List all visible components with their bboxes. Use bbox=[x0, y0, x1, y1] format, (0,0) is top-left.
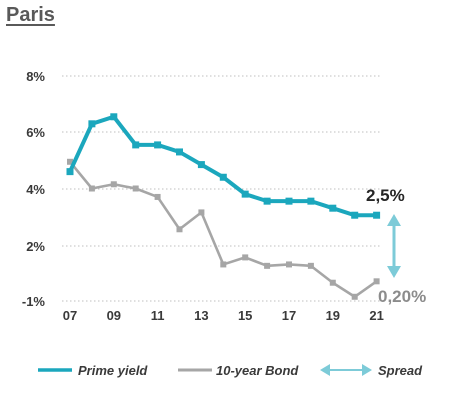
prime-yield-point bbox=[285, 197, 293, 205]
y-tick-label: 2% bbox=[26, 239, 45, 254]
bond-point bbox=[351, 293, 358, 300]
bond-point bbox=[110, 181, 117, 188]
bond-point bbox=[286, 261, 292, 268]
prime-yield-point bbox=[132, 141, 140, 149]
x-tick-label: 17 bbox=[282, 308, 296, 323]
spread-top-label: 2,5% bbox=[366, 186, 405, 205]
spread-annotation: 2,5% 0,20% bbox=[366, 186, 426, 306]
x-axis-ticks: 07 09 11 13 15 17 19 21 bbox=[63, 308, 384, 323]
bond-point bbox=[242, 254, 249, 261]
bond-point bbox=[220, 261, 227, 268]
bond-point bbox=[373, 278, 380, 285]
prime-yield-point bbox=[373, 211, 381, 219]
prime-yield-point bbox=[263, 197, 271, 205]
y-tick-label: 8% bbox=[26, 69, 45, 84]
bond-point bbox=[198, 209, 205, 216]
prime-yield-point bbox=[329, 204, 337, 212]
bond-point bbox=[264, 262, 271, 269]
legend-spread-arrow-right bbox=[362, 364, 372, 376]
prime-yield-point bbox=[88, 120, 96, 128]
prime-yield-point bbox=[307, 197, 315, 205]
gridlines bbox=[62, 75, 382, 302]
bond-point bbox=[67, 158, 73, 165]
spread-arrow-head-up bbox=[387, 214, 401, 226]
bond-point bbox=[329, 279, 336, 286]
x-tick-label: 15 bbox=[238, 308, 252, 323]
x-tick-label: 19 bbox=[326, 308, 340, 323]
prime-yield-point bbox=[110, 113, 118, 121]
x-tick-label: 13 bbox=[194, 308, 208, 323]
legend-spread-arrow-left bbox=[320, 364, 330, 376]
prime-yield-point bbox=[176, 148, 183, 156]
legend: Prime yield 10-year Bond Spread bbox=[38, 363, 423, 378]
prime-yield-point bbox=[219, 173, 227, 181]
legend-prime-label: Prime yield bbox=[78, 363, 148, 378]
bond-point bbox=[154, 193, 161, 200]
prime-yield-point bbox=[197, 161, 205, 169]
y-axis-ticks: 8% 6% 4% 2% -1% bbox=[22, 69, 46, 309]
spread-arrow-head-down bbox=[387, 266, 401, 278]
bond-point bbox=[132, 185, 139, 192]
prime-yield-point bbox=[66, 168, 74, 176]
x-tick-label: 09 bbox=[107, 308, 121, 323]
spread-bottom-label: 0,20% bbox=[378, 287, 426, 306]
y-tick-label: 4% bbox=[26, 182, 45, 197]
series-lines bbox=[66, 113, 381, 300]
legend-bond-label: 10-year Bond bbox=[216, 363, 299, 378]
prime-yield-point bbox=[351, 211, 359, 219]
x-tick-label: 11 bbox=[151, 308, 165, 323]
x-tick-label: 07 bbox=[63, 308, 77, 323]
bond-point bbox=[307, 262, 314, 269]
prime-yield-point bbox=[241, 190, 249, 198]
y-tick-label: -1% bbox=[22, 294, 46, 309]
bond-point bbox=[176, 226, 183, 233]
chart-title: Paris bbox=[6, 4, 55, 26]
bond-point bbox=[88, 185, 95, 192]
y-tick-label: 6% bbox=[26, 125, 45, 140]
legend-spread-label: Spread bbox=[378, 363, 423, 378]
x-tick-label: 21 bbox=[369, 308, 383, 323]
prime-yield-point bbox=[154, 141, 162, 149]
